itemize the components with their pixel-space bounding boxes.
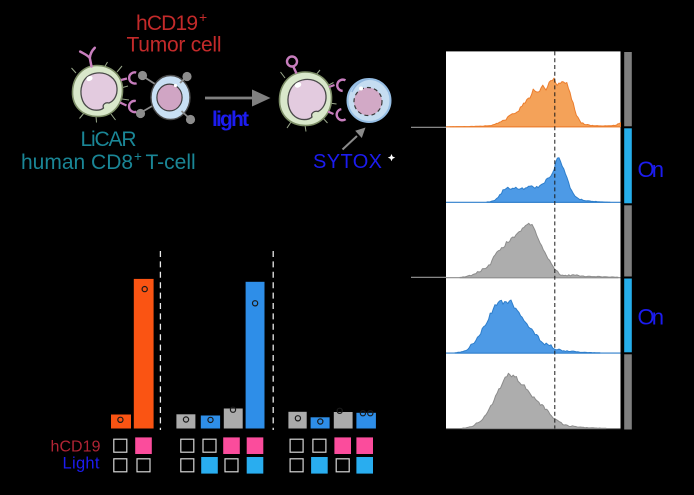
- svg-text:human CD8: human CD8: [21, 151, 133, 174]
- svg-text:hCD19: hCD19: [136, 12, 198, 35]
- svg-text:SYTOX: SYTOX: [313, 151, 382, 173]
- svg-text:+: +: [134, 149, 142, 164]
- svg-text:hCD19: hCD19: [51, 439, 101, 456]
- svg-text:Tumor cell: Tumor cell: [127, 34, 222, 57]
- svg-text:On: On: [638, 304, 665, 329]
- svg-text:T-cell: T-cell: [146, 151, 196, 174]
- svg-text:Light: Light: [63, 454, 100, 472]
- svg-text:On: On: [638, 157, 665, 182]
- svg-text:LiCAR: LiCAR: [81, 128, 137, 151]
- svg-text:+: +: [199, 9, 207, 25]
- svg-text:light: light: [212, 108, 249, 131]
